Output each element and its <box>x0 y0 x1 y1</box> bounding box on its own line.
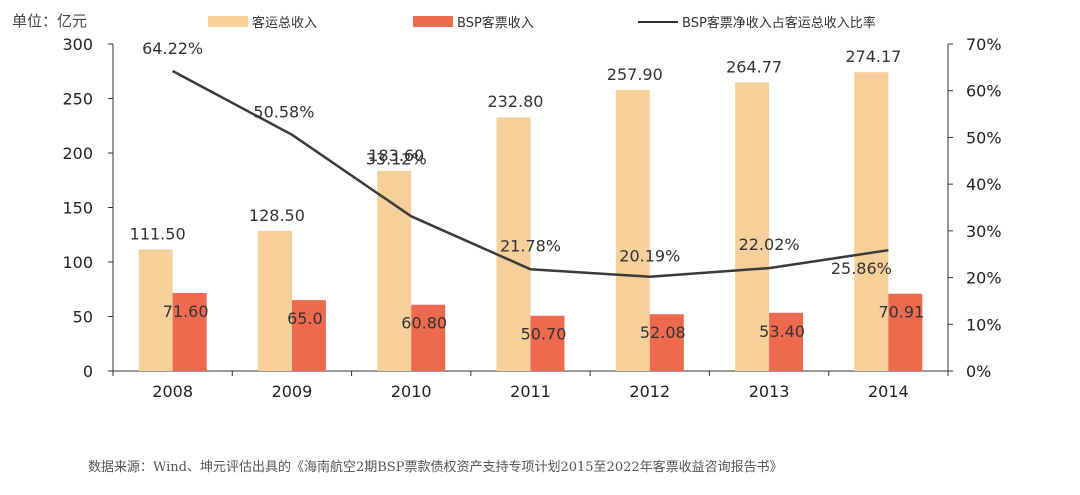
data-label-total: 257.90 <box>607 65 663 84</box>
data-label-ratio: 20.19% <box>619 247 680 266</box>
data-label-total: 128.50 <box>249 206 305 225</box>
x-tick-label: 2011 <box>510 382 551 401</box>
bar-total-revenue <box>496 117 531 371</box>
data-label-bsp: 60.80 <box>401 314 447 333</box>
x-tick-label: 2010 <box>391 382 432 401</box>
y-left-tick-label: 100 <box>62 253 93 272</box>
source-note: 数据来源：Wind、坤元评估出具的《海南航空2期BSP票款债权资产支持专项计划2… <box>88 460 783 475</box>
data-label-total: 274.17 <box>845 47 901 66</box>
bar-bsp-revenue <box>172 292 207 371</box>
x-tick-label: 2012 <box>629 382 670 401</box>
data-label-bsp: 52.08 <box>640 323 686 342</box>
y-left-tick-label: 300 <box>62 35 93 54</box>
y-right-tick-label: 60% <box>966 82 1002 101</box>
bar-total-revenue <box>615 89 650 371</box>
y-left-tick-label: 150 <box>62 199 93 218</box>
data-label-ratio: 21.78% <box>500 236 561 255</box>
data-label-bsp: 53.40 <box>759 322 805 341</box>
y-right-tick-label: 0% <box>966 362 991 381</box>
y-left-tick-label: 50 <box>73 308 93 327</box>
legend-label-ratio: BSP客票净收入占客运总收入比率 <box>682 16 876 31</box>
bar-bsp-revenue <box>530 315 565 371</box>
legend-item-total: 客运总收入 <box>208 12 317 31</box>
bar-bsp-revenue <box>411 304 446 371</box>
bar-total-revenue <box>735 82 770 372</box>
x-tick-label: 2013 <box>749 382 790 401</box>
unit-label: 单位：亿元 <box>12 12 88 30</box>
bar-bsp-revenue <box>888 293 923 371</box>
data-label-bsp: 70.91 <box>878 303 924 322</box>
legend-label-bsp: BSP客票收入 <box>457 16 534 31</box>
x-tick-label: 2009 <box>272 382 313 401</box>
y-right-tick-label: 30% <box>966 222 1002 241</box>
data-label-total: 111.50 <box>130 224 186 243</box>
y-left-tick-label: 250 <box>62 90 93 109</box>
y-right-tick-label: 70% <box>966 35 1002 54</box>
data-label-ratio: 33.12% <box>366 149 427 168</box>
legend-item-ratio: BSP客票净收入占客运总收入比率 <box>638 12 876 31</box>
data-label-bsp: 50.70 <box>521 325 567 344</box>
y-left-tick-label: 0 <box>83 362 93 381</box>
y-right-tick-label: 20% <box>966 269 1002 288</box>
data-label-ratio: 50.58% <box>253 103 314 122</box>
y-left-tick-label: 200 <box>62 144 93 163</box>
y-right-tick-label: 10% <box>966 315 1002 334</box>
x-tick-label: 2008 <box>152 382 193 401</box>
data-label-total: 264.77 <box>726 57 782 76</box>
y-right-tick-label: 40% <box>966 175 1002 194</box>
data-label-ratio: 64.22% <box>142 39 203 58</box>
legend-swatch-bsp <box>413 16 453 27</box>
legend-swatch-ratio <box>638 20 678 23</box>
bar-bsp-revenue <box>769 312 804 371</box>
bar-bsp-revenue <box>649 314 684 371</box>
data-label-total: 232.80 <box>488 92 544 111</box>
bar-total-revenue <box>377 170 412 371</box>
bar-total-revenue <box>138 249 173 371</box>
legend-item-bsp: BSP客票收入 <box>413 12 534 31</box>
legend-label-total: 客运总收入 <box>252 16 318 31</box>
data-label-bsp: 71.60 <box>163 302 209 321</box>
x-tick-label: 2014 <box>868 382 909 401</box>
bar-bsp-revenue <box>291 300 326 371</box>
data-label-ratio: 25.86% <box>831 259 892 278</box>
data-label-bsp: 65.0 <box>287 309 323 328</box>
y-right-tick-label: 50% <box>966 128 1002 147</box>
data-label-total: 183.60 <box>368 146 424 165</box>
bar-total-revenue <box>854 72 889 372</box>
ratio-line <box>172 69 889 278</box>
bar-total-revenue <box>257 230 292 371</box>
legend-swatch-total <box>208 16 248 27</box>
data-label-ratio: 22.02% <box>739 235 800 254</box>
